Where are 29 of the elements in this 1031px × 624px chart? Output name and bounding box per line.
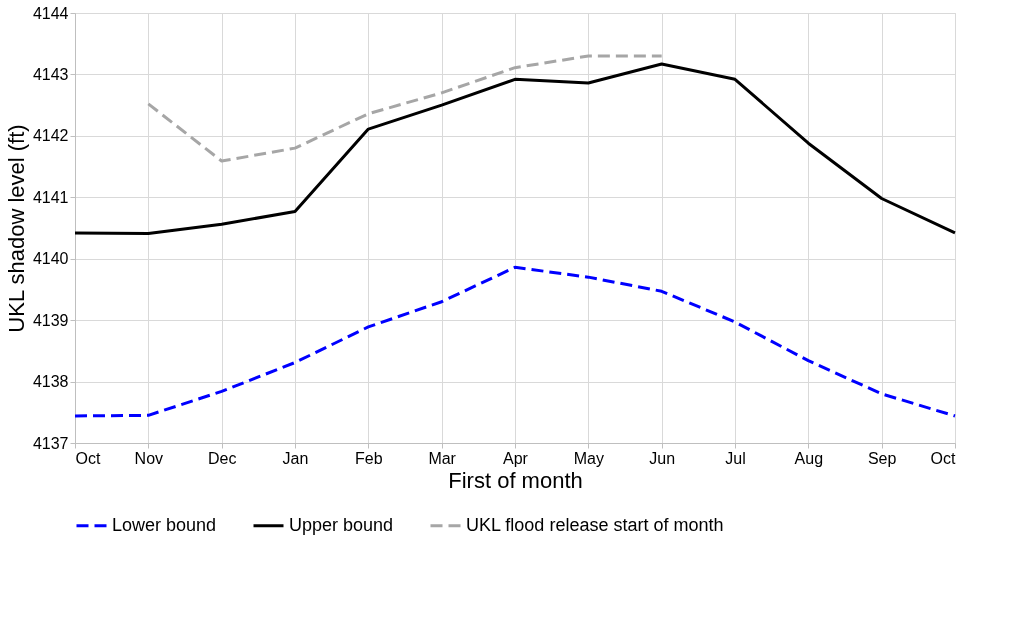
- x-tick-label: Nov: [134, 449, 164, 467]
- y-tick-label: 4138: [32, 373, 69, 391]
- x-tick-label: Sep: [867, 449, 897, 467]
- y-tick-label: 4140: [32, 250, 69, 268]
- y-tick-label: 4142: [32, 127, 69, 145]
- y-tick-label: 4139: [32, 311, 69, 329]
- x-tick-label: May: [573, 449, 604, 467]
- legend-label: Lower bound: [112, 514, 217, 535]
- line-series: [73, 265, 957, 418]
- y-tick-label: 4137: [32, 434, 69, 452]
- x-tick-label: Feb: [355, 449, 383, 467]
- line-series: [73, 62, 957, 236]
- x-tick-label: Oct: [930, 449, 957, 467]
- x-tick-label: Jan: [282, 449, 309, 467]
- y-axis-title: UKL shadow level (ft): [3, 124, 29, 333]
- x-tick-label: Mar: [428, 449, 457, 467]
- x-tick-label: Jul: [725, 449, 746, 467]
- x-axis-title: First of month: [448, 467, 583, 493]
- x-tick-label: Jun: [649, 449, 676, 467]
- x-tick-label: Oct: [75, 449, 101, 467]
- line-series: [146, 54, 664, 163]
- x-tick-label: Apr: [503, 449, 529, 467]
- legend-label: UKL flood release start of month: [466, 514, 724, 535]
- x-tick-label: Aug: [794, 449, 824, 467]
- x-tick-label: Dec: [207, 449, 237, 467]
- legend-label: Upper bound: [289, 514, 394, 535]
- y-tick-label: 4141: [32, 188, 69, 206]
- y-tick-label: 4144: [32, 4, 69, 22]
- y-tick-label: 4143: [32, 65, 69, 83]
